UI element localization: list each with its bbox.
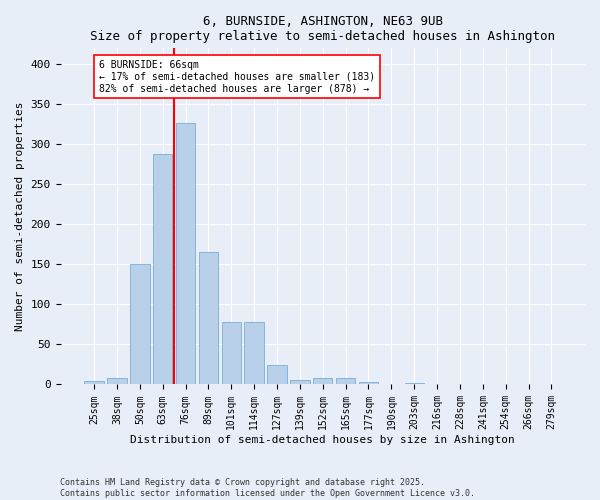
Text: Contains HM Land Registry data © Crown copyright and database right 2025.
Contai: Contains HM Land Registry data © Crown c… <box>60 478 475 498</box>
Bar <box>85 382 104 384</box>
Bar <box>176 123 195 384</box>
Bar <box>244 322 264 384</box>
X-axis label: Distribution of semi-detached houses by size in Ashington: Distribution of semi-detached houses by … <box>130 435 515 445</box>
Bar <box>313 378 332 384</box>
Text: 6 BURNSIDE: 66sqm
← 17% of semi-detached houses are smaller (183)
82% of semi-de: 6 BURNSIDE: 66sqm ← 17% of semi-detached… <box>98 60 375 94</box>
Bar <box>359 382 378 384</box>
Bar <box>404 383 424 384</box>
Bar <box>107 378 127 384</box>
Bar <box>199 252 218 384</box>
Bar <box>130 264 149 384</box>
Bar <box>153 154 172 384</box>
Bar <box>290 380 310 384</box>
Bar <box>336 378 355 384</box>
Bar <box>268 366 287 384</box>
Title: 6, BURNSIDE, ASHINGTON, NE63 9UB
Size of property relative to semi-detached hous: 6, BURNSIDE, ASHINGTON, NE63 9UB Size of… <box>90 15 555 43</box>
Y-axis label: Number of semi-detached properties: Number of semi-detached properties <box>15 102 25 331</box>
Bar <box>221 322 241 384</box>
